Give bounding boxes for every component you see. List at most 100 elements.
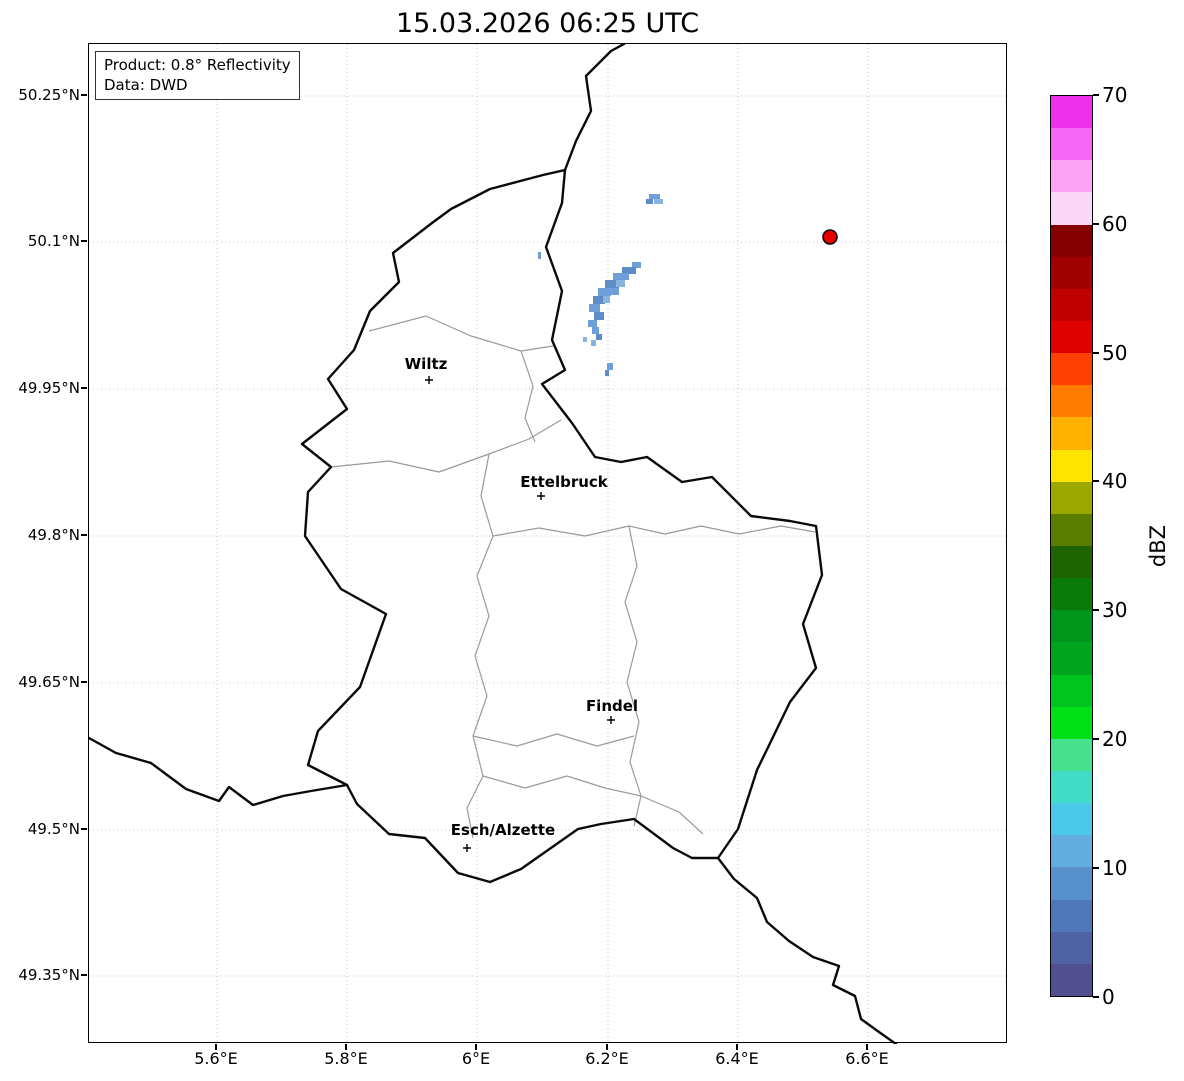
colorbar-tick — [1093, 867, 1099, 869]
y-tick-label: 49.8°N — [27, 526, 80, 544]
colorbar-band — [1051, 545, 1092, 579]
esch-marker — [463, 844, 471, 852]
map-canvas — [89, 44, 1008, 1044]
radar-echo-cell — [593, 296, 605, 304]
x-tick-label: 6°E — [461, 1049, 491, 1068]
colorbar-tick-label: 30 — [1102, 598, 1128, 622]
radar-echo-cell — [583, 337, 587, 342]
colorbar-band — [1051, 353, 1092, 386]
colorbar-tick-label: 10 — [1102, 856, 1128, 880]
radar-echo-cell — [538, 252, 541, 259]
figure-title: 15.03.2026 06:25 UTC — [395, 8, 700, 39]
colorbar-band — [1051, 674, 1092, 707]
colorbar-tick-label: 50 — [1102, 341, 1128, 365]
x-tick-label: 5.6°E — [194, 1049, 238, 1068]
city-label-wiltz: Wiltz — [404, 355, 448, 373]
radar-echo-cell — [609, 288, 619, 295]
radar-echo-cell — [588, 320, 597, 327]
colorbar-tick — [1093, 223, 1099, 225]
colorbar-tick-label: 60 — [1102, 212, 1128, 236]
y-tick-label: 49.65°N — [18, 673, 80, 691]
radar-echo-cell — [649, 194, 660, 199]
wiltz-marker — [425, 376, 433, 384]
radar-echo-cell — [616, 280, 625, 287]
x-tick-label: 6.6°E — [845, 1049, 889, 1068]
radar-echo-cell — [603, 296, 610, 303]
colorbar-band — [1051, 706, 1092, 739]
city-label-ettelbruck: Ettelbruck — [520, 473, 608, 491]
y-tick-label: 50.25°N — [18, 86, 80, 104]
y-axis-tick — [81, 681, 87, 683]
colorbar-band — [1051, 160, 1092, 193]
radar-echoes — [538, 194, 663, 376]
colorbar-tick-label: 0 — [1102, 985, 1115, 1009]
radar-echo-cell — [605, 280, 619, 288]
y-axis-tick — [81, 387, 87, 389]
findel-marker — [607, 716, 615, 724]
colorbar-band — [1051, 642, 1092, 675]
colorbar-band — [1051, 835, 1092, 868]
radar-echo-cell — [594, 312, 604, 320]
france-belgium-border — [89, 736, 349, 807]
y-axis-tick — [81, 828, 87, 830]
x-tick-label: 5.8°E — [324, 1049, 368, 1068]
country-borders — [89, 44, 898, 1044]
colorbar-tick-label: 70 — [1102, 83, 1128, 107]
colorbar-band — [1051, 449, 1092, 482]
product-info-box: Product: 0.8° Reflectivity Data: DWD — [95, 51, 300, 100]
radar-echo-cell — [596, 334, 602, 340]
radar-site-marker — [822, 229, 838, 245]
canton-borders — [330, 315, 816, 839]
y-tick-label: 49.5°N — [27, 820, 80, 838]
y-tick-label: 49.35°N — [18, 966, 80, 984]
radar-echo-cell — [632, 262, 641, 268]
city-label-findel: Findel — [585, 697, 639, 715]
radar-echo-cell — [589, 304, 600, 312]
colorbar-unit-label: dBZ — [1146, 524, 1170, 568]
radar-echo-cell — [607, 363, 613, 370]
y-axis-tick — [81, 94, 87, 96]
colorbar-tick — [1093, 94, 1099, 96]
colorbar-band — [1051, 288, 1092, 321]
y-axis-tick — [81, 240, 87, 242]
colorbar-band — [1051, 192, 1092, 225]
colorbar-band — [1051, 385, 1092, 418]
radar-echo-cell — [646, 199, 653, 204]
x-axis-tick — [606, 1044, 608, 1050]
france-germany-border — [716, 856, 898, 1044]
colorbar-tick — [1093, 352, 1099, 354]
colorbar-band — [1051, 738, 1092, 771]
colorbar-band — [1051, 578, 1092, 611]
product-info-line1: Product: 0.8° Reflectivity — [104, 56, 291, 74]
colorbar — [1050, 95, 1093, 997]
colorbar-tick — [1093, 609, 1099, 611]
map-plot: Product: 0.8° Reflectivity Data: DWD Wil… — [88, 43, 1008, 1044]
y-tick-label: 50.1°N — [27, 232, 80, 250]
city-label-esch-alzette: Esch/Alzette — [450, 821, 556, 839]
y-axis-tick — [81, 534, 87, 536]
colorbar-band — [1051, 899, 1092, 932]
x-axis-tick — [215, 1044, 217, 1050]
colorbar-band — [1051, 96, 1092, 129]
radar-echo-cell — [591, 340, 596, 346]
colorbar-band — [1051, 224, 1092, 257]
x-tick-label: 6.4°E — [715, 1049, 759, 1068]
colorbar-tick — [1093, 480, 1099, 482]
x-axis-tick — [475, 1044, 477, 1050]
colorbar-band — [1051, 770, 1092, 804]
radar-echo-cell — [622, 267, 636, 274]
colorbar-band — [1051, 320, 1092, 354]
colorbar-band — [1051, 931, 1092, 964]
colorbar-band — [1051, 867, 1092, 900]
y-axis-tick — [81, 974, 87, 976]
colorbar-tick — [1093, 738, 1099, 740]
colorbar-band — [1051, 128, 1092, 161]
ettelbruck-marker — [537, 492, 545, 500]
x-axis-tick — [345, 1044, 347, 1050]
colorbar-band — [1051, 803, 1092, 836]
colorbar-band — [1051, 513, 1092, 546]
radar-echo-cell — [605, 370, 609, 376]
city-markers — [425, 376, 615, 852]
colorbar-tick-label: 20 — [1102, 727, 1128, 751]
